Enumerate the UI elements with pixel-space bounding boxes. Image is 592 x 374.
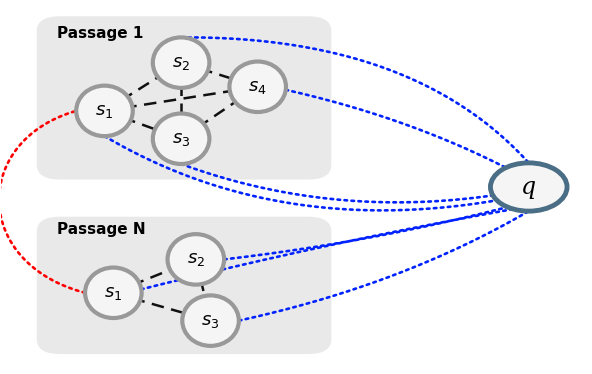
Ellipse shape <box>153 37 210 88</box>
Ellipse shape <box>85 267 141 318</box>
Text: $s_{4}$: $s_{4}$ <box>249 78 267 96</box>
Text: $s_{3}$: $s_{3}$ <box>201 312 220 329</box>
Ellipse shape <box>182 295 239 346</box>
Text: $s_{2}$: $s_{2}$ <box>172 53 190 72</box>
FancyBboxPatch shape <box>37 16 332 180</box>
Text: $s_{1}$: $s_{1}$ <box>104 284 123 302</box>
Ellipse shape <box>153 113 210 164</box>
Ellipse shape <box>230 62 286 112</box>
FancyBboxPatch shape <box>37 217 332 354</box>
Text: Passage 1: Passage 1 <box>57 25 144 40</box>
Text: Passage N: Passage N <box>57 222 146 237</box>
Ellipse shape <box>490 163 567 211</box>
Text: $s_{1}$: $s_{1}$ <box>95 102 114 120</box>
Ellipse shape <box>76 86 133 136</box>
Text: $s_{3}$: $s_{3}$ <box>172 130 190 148</box>
Ellipse shape <box>168 234 224 285</box>
Text: $s_{2}$: $s_{2}$ <box>186 250 205 269</box>
Text: q: q <box>521 175 536 199</box>
